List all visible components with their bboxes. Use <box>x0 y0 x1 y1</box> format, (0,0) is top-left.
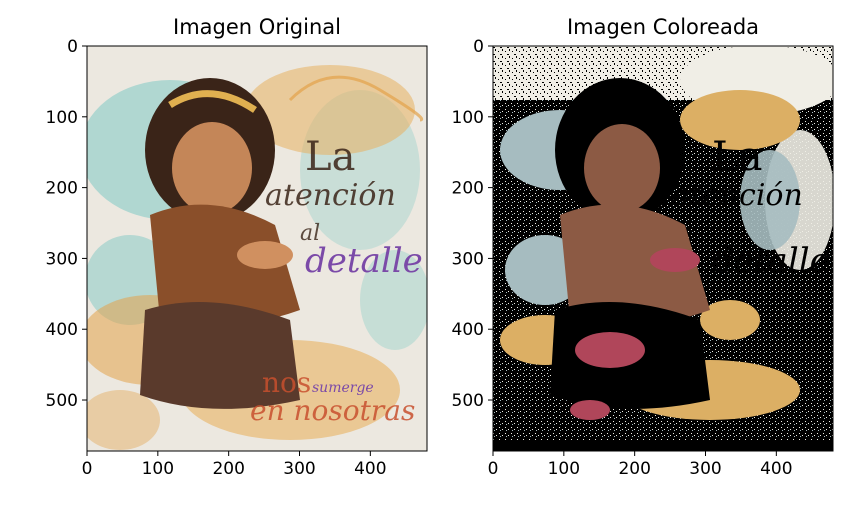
y-axis-colored: 0 100 200 300 400 500 <box>452 37 493 411</box>
svg-text:atención: atención <box>672 178 803 213</box>
svg-text:al: al <box>300 221 320 246</box>
y-tick-label: 400 <box>452 320 484 340</box>
svg-text:detalle: detalle <box>305 241 423 281</box>
axes-frame-colored <box>492 45 834 452</box>
svg-text:La: La <box>305 134 355 180</box>
panel-title-original: Imagen Original <box>173 15 341 39</box>
panel-title-colored: Imagen Coloreada <box>567 15 759 39</box>
x-tick-label: 100 <box>142 459 174 479</box>
y-tick-label: 300 <box>46 249 78 269</box>
svg-text:La: La <box>712 134 762 180</box>
x-tick-label: 0 <box>488 459 499 479</box>
x-tick-label: 300 <box>689 459 721 479</box>
y-tick-label: 100 <box>452 108 484 128</box>
y-tick-label: 500 <box>46 391 78 411</box>
svg-text:atención: atención <box>265 178 396 213</box>
x-tick-label: 200 <box>212 459 244 479</box>
y-axis-original: 0 100 200 300 400 500 <box>46 37 87 411</box>
original-painting-image: La atención al detalle nos sumerge en no… <box>87 46 427 451</box>
x-tick-label: 100 <box>548 459 580 479</box>
svg-text:nos: nos <box>262 366 311 399</box>
x-tick-label: 400 <box>760 459 792 479</box>
svg-text:en nosotras: en nosotras <box>250 394 415 427</box>
y-tick-label: 500 <box>452 391 484 411</box>
y-tick-label: 400 <box>46 320 78 340</box>
y-tick-label: 0 <box>473 37 484 57</box>
y-tick-label: 200 <box>46 179 78 199</box>
axes-frame-original <box>86 45 428 452</box>
svg-text:detalle: detalle <box>712 241 830 281</box>
x-tick-label: 0 <box>82 459 93 479</box>
y-tick-label: 300 <box>452 249 484 269</box>
x-tick-label: 300 <box>283 459 315 479</box>
panel-original: Imagen Original La atención al detall <box>46 15 428 479</box>
svg-text:sumerge: sumerge <box>312 380 374 396</box>
x-tick-label: 400 <box>354 459 386 479</box>
y-tick-label: 100 <box>46 108 78 128</box>
colored-posterized-image: La atención detalle <box>493 46 833 451</box>
panel-colored: Imagen Coloreada La a <box>452 15 834 479</box>
x-axis-colored: 0 100 200 300 400 <box>488 451 793 479</box>
y-tick-label: 0 <box>67 37 78 57</box>
x-axis-original: 0 100 200 300 400 <box>82 451 387 479</box>
y-tick-label: 200 <box>452 179 484 199</box>
x-tick-label: 200 <box>618 459 650 479</box>
